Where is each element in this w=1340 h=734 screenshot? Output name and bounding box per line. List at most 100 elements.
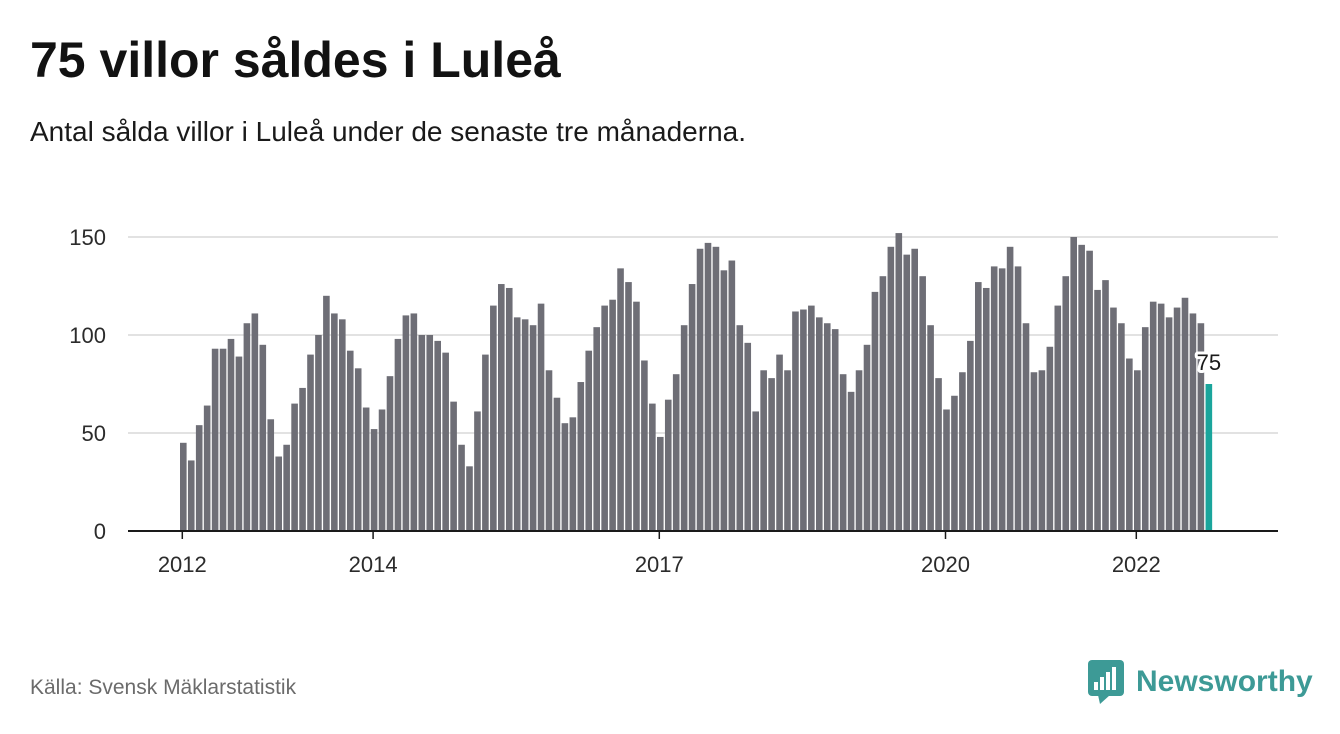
bar — [1181, 297, 1189, 531]
bar — [227, 338, 235, 531]
bar — [1014, 266, 1022, 531]
bar — [450, 401, 457, 531]
bar — [680, 325, 688, 531]
bar — [784, 370, 791, 531]
bar — [315, 335, 322, 531]
bar — [1094, 289, 1101, 531]
bar — [1197, 323, 1205, 531]
chart-subtitle: Antal sålda villor i Luleå under de sena… — [30, 116, 746, 147]
bar — [466, 466, 473, 531]
bar — [664, 399, 672, 531]
bar — [927, 325, 934, 531]
bar — [990, 266, 998, 531]
bar — [768, 378, 775, 531]
bar — [402, 315, 410, 531]
bar — [633, 301, 640, 531]
bar — [354, 368, 362, 531]
bar — [394, 338, 402, 531]
bar — [339, 319, 346, 531]
bar — [482, 354, 489, 531]
bar — [490, 305, 497, 531]
bar — [378, 409, 386, 531]
bar — [728, 260, 736, 531]
bar — [410, 313, 418, 531]
bar — [649, 403, 656, 531]
bar — [537, 303, 545, 531]
bar — [975, 282, 982, 531]
data-label-halo: 75 — [1197, 350, 1221, 375]
bar — [275, 456, 282, 531]
bar — [203, 405, 211, 531]
bar — [545, 370, 553, 531]
bar — [1046, 346, 1054, 531]
bar — [474, 411, 481, 531]
bar — [903, 254, 911, 531]
bar — [736, 325, 744, 531]
bar — [871, 291, 879, 531]
y-tick-label: 150 — [69, 225, 106, 250]
bar — [1006, 246, 1014, 532]
bar — [1102, 280, 1109, 531]
bar — [180, 442, 187, 531]
bar — [887, 246, 895, 532]
bar — [426, 335, 434, 531]
bar — [1038, 370, 1046, 531]
bar — [418, 335, 426, 531]
x-tick-label: 2012 — [158, 552, 207, 577]
bar — [967, 340, 974, 531]
bar — [808, 305, 815, 531]
bar — [657, 436, 664, 531]
bar — [331, 313, 338, 531]
bar — [712, 246, 720, 532]
bar — [585, 350, 593, 531]
y-tick-label: 0 — [94, 519, 106, 544]
bar — [720, 270, 728, 531]
bar — [847, 391, 855, 531]
bar — [577, 382, 585, 531]
bar — [704, 242, 712, 531]
bar — [323, 295, 330, 531]
bar — [1062, 276, 1070, 531]
bar — [521, 319, 529, 531]
bar — [1141, 327, 1149, 531]
bar — [696, 248, 704, 531]
bar — [911, 248, 918, 531]
bar-chart-speech-bubble-icon — [1088, 660, 1124, 704]
bar — [346, 350, 354, 531]
bar — [792, 311, 799, 531]
bar — [386, 376, 394, 531]
bar — [458, 444, 465, 531]
bar — [195, 425, 203, 531]
bar — [187, 460, 195, 531]
bar — [1134, 370, 1141, 531]
bar — [211, 348, 219, 531]
bar — [895, 233, 903, 531]
bar — [641, 360, 648, 531]
bar — [553, 397, 561, 531]
data-label: 75 — [1197, 350, 1221, 375]
x-tick-label: 2020 — [921, 552, 970, 577]
source-note: Källa: Svensk Mäklarstatistik — [30, 676, 297, 699]
bar — [243, 323, 251, 531]
bar — [299, 387, 306, 531]
bar — [831, 329, 839, 531]
bar — [951, 395, 958, 531]
bar — [982, 287, 990, 531]
bar — [1173, 307, 1181, 531]
chart-title: 75 villor såldes i Luleå — [30, 32, 561, 88]
bar — [1149, 301, 1157, 531]
bar — [855, 370, 863, 531]
bar — [259, 344, 267, 531]
y-tick-label: 100 — [69, 323, 106, 348]
bar — [1189, 313, 1197, 531]
bar — [561, 423, 569, 531]
bar — [1054, 305, 1062, 531]
x-tick-label: 2017 — [635, 552, 684, 577]
bar — [998, 268, 1006, 531]
bar — [609, 299, 616, 531]
bar — [235, 356, 243, 531]
bar — [593, 327, 600, 531]
bar — [1165, 317, 1173, 531]
y-tick-label: 50 — [82, 421, 106, 446]
